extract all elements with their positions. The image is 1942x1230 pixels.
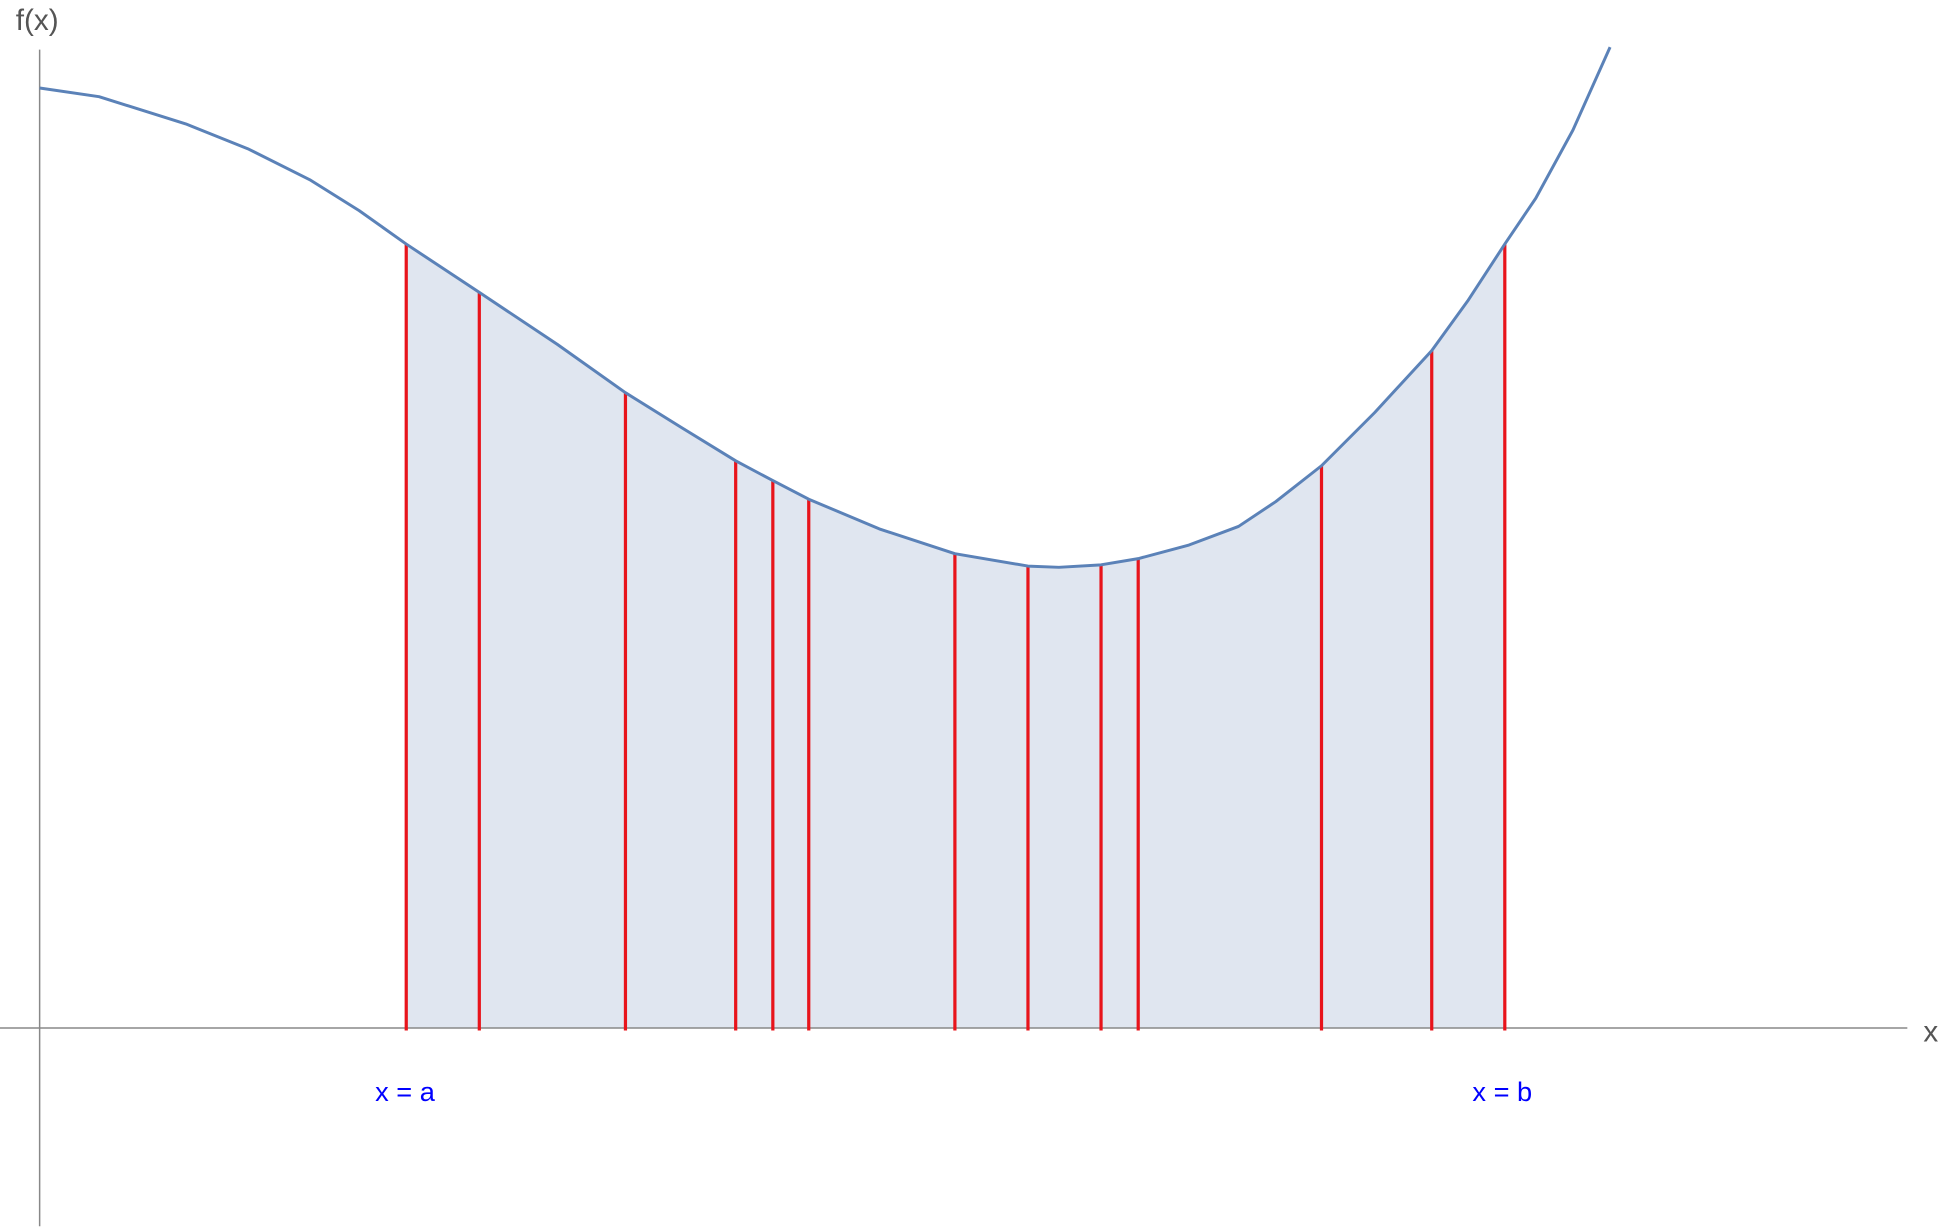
label-a: x = a <box>375 1076 436 1107</box>
y-axis-label: f(x) <box>16 4 59 37</box>
x-axis-label: x <box>1923 1016 1938 1049</box>
partition-lines <box>404 244 1507 1031</box>
label-b: x = b <box>1472 1076 1532 1107</box>
curve <box>39 46 1612 569</box>
